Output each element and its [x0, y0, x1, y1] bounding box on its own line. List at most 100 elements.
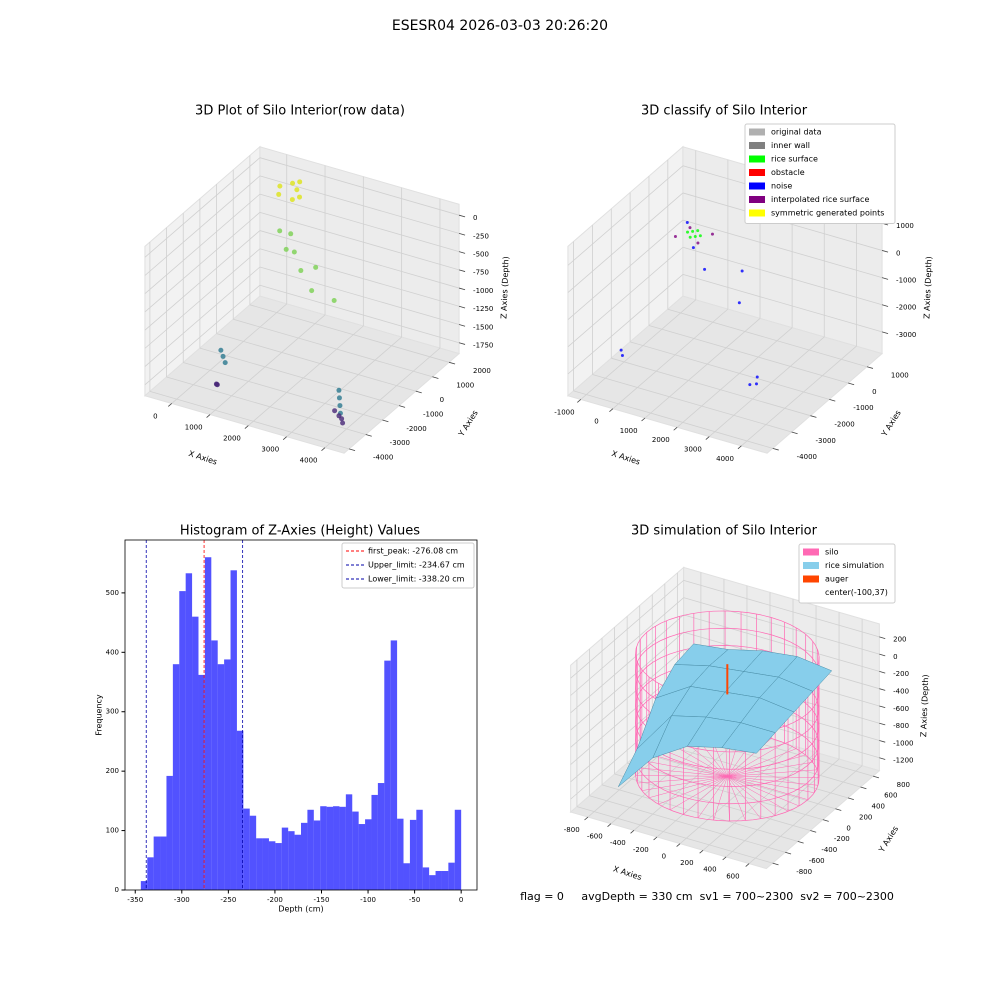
legend-swatch	[749, 142, 765, 149]
tick-mark	[321, 447, 326, 451]
histogram-bar	[217, 664, 225, 890]
grid-line	[259, 193, 460, 253]
data-point	[693, 235, 697, 239]
x-tick-label: 600	[726, 872, 739, 880]
histogram-bar	[153, 836, 161, 890]
x-tick-label: 200	[680, 859, 693, 867]
grid-line	[144, 157, 261, 258]
grid-line	[682, 246, 883, 306]
grid-line	[144, 212, 261, 313]
x-tick-label: 0	[662, 852, 666, 860]
tick-mark	[584, 816, 589, 821]
silo-floor-line	[727, 776, 808, 800]
y-axis-label: Y Axies	[877, 825, 901, 855]
histogram-bar	[281, 827, 289, 890]
histogram-bar	[377, 783, 385, 890]
legend-box	[744, 123, 896, 224]
y-tick-label: 600	[884, 792, 897, 800]
tick-mark	[607, 823, 612, 827]
tick-mark	[458, 251, 466, 254]
tick-mark	[881, 304, 889, 307]
z-tick-label: 0	[893, 653, 897, 661]
tick-mark	[458, 287, 466, 291]
histogram-bar	[224, 659, 231, 890]
histogram-bar	[211, 640, 218, 890]
data-point	[755, 375, 759, 379]
histogram-bar	[384, 660, 391, 890]
data-point	[218, 347, 224, 353]
y-tick-label: -1000	[423, 410, 443, 418]
z-tick-label: -1000	[473, 287, 493, 295]
y-tick-label: 200	[859, 813, 872, 821]
y-tick-label: -2000	[834, 420, 854, 428]
histogram-bar	[275, 843, 282, 890]
grid-line	[249, 304, 450, 363]
y-tick-label: -4000	[373, 454, 393, 462]
tick-mark	[282, 436, 287, 440]
x-tick-label: 3000	[261, 446, 279, 454]
grid-line	[570, 649, 684, 748]
grid-line	[286, 336, 402, 437]
histogram-bar	[230, 570, 237, 890]
y-tick-label: 400	[872, 803, 885, 811]
tick-mark	[772, 447, 779, 451]
silo-floor-line	[727, 776, 776, 816]
grid-line	[324, 347, 441, 449]
chart-title: 3D simulation of Silo Interior	[631, 524, 818, 539]
data-point	[332, 408, 338, 414]
grid-line	[233, 318, 433, 378]
silo-floor-line	[727, 761, 813, 777]
silo-floor-line	[727, 776, 815, 793]
x-tick-label: 0	[594, 418, 598, 426]
histogram-bar	[192, 616, 199, 890]
tick-mark	[458, 233, 466, 236]
legend-label: obstacle	[771, 168, 805, 177]
histogram-bar	[454, 809, 462, 890]
data-point	[673, 234, 677, 238]
grid-line	[683, 579, 880, 638]
histogram-bar	[313, 820, 321, 890]
histogram-bar	[204, 557, 212, 890]
grid-line	[611, 357, 811, 417]
z-tick-label: -400	[893, 688, 909, 696]
grid-line	[682, 274, 883, 333]
grid-line	[648, 325, 849, 384]
grid-line	[652, 741, 849, 799]
y-tick-label: -400	[821, 846, 837, 854]
histogram-bar	[435, 870, 442, 890]
tick-mark	[829, 398, 836, 402]
x-axis-label: X Axies	[610, 449, 641, 467]
z-tick-label: 1000	[896, 222, 914, 230]
silo-floor-line	[727, 776, 820, 778]
histogram-bar	[140, 881, 148, 890]
tick-mark	[772, 862, 779, 866]
x-axis-label: Depth (cm)	[278, 905, 323, 914]
grid-line	[570, 631, 684, 731]
histogram-bar	[390, 640, 398, 890]
chart-title: 3D classify of Silo Interior	[641, 104, 808, 119]
y-tick-label: -2000	[406, 425, 426, 433]
legend-swatch	[803, 548, 819, 556]
data-point	[696, 229, 700, 233]
grid-line	[259, 211, 460, 271]
tick-mark	[879, 671, 886, 674]
grid-line	[570, 597, 684, 696]
data-point	[691, 229, 695, 233]
legend-label: symmetric generated points	[771, 209, 884, 218]
tick-mark	[673, 426, 678, 431]
data-point	[737, 301, 741, 305]
tick-mark	[705, 436, 710, 440]
z-axis-label: Z Axies (Depth)	[922, 256, 933, 319]
y-tick-label: 500	[106, 589, 119, 597]
tick-mark	[641, 417, 646, 422]
histogram-bar	[352, 811, 359, 890]
legend-label: interpolated rice surface	[771, 195, 869, 204]
data-point	[222, 360, 228, 366]
tick-mark	[881, 277, 889, 280]
tick-mark	[458, 269, 466, 272]
data-point	[291, 249, 297, 255]
tick-mark	[881, 331, 889, 335]
data-point	[313, 264, 319, 270]
tick-mark	[348, 448, 356, 452]
legend-swatch	[749, 196, 765, 203]
